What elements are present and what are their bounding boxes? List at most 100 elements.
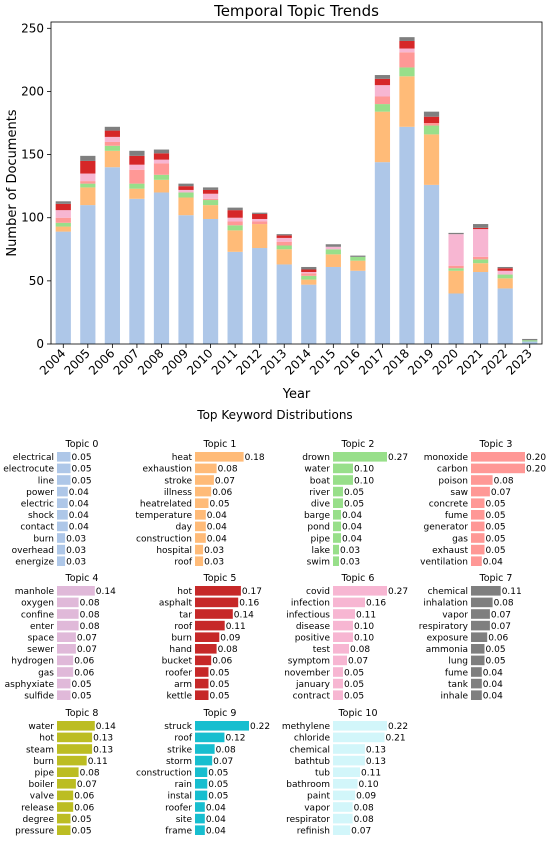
keyword-label: strike <box>167 745 192 755</box>
bar-segment-2009-s4 <box>178 189 194 193</box>
keyword-value: 0.04 <box>483 680 503 690</box>
keyword-bar <box>333 790 356 801</box>
keyword-label: lake <box>312 546 331 556</box>
keyword-bar <box>57 790 74 801</box>
keyword-value: 0.06 <box>74 668 94 678</box>
keyword-value: 0.08 <box>354 803 374 813</box>
bar-segment-2019-s3 <box>423 123 440 126</box>
bar-segment-2007-s5 <box>129 155 145 165</box>
keyword-label: tub <box>315 769 330 779</box>
keyword-value: 0.16 <box>239 599 259 609</box>
keyword-bar <box>333 475 353 485</box>
bar-segment-2019-s1 <box>423 134 440 185</box>
keyword-label: valve <box>30 792 55 802</box>
keyword-value: 0.04 <box>483 668 503 678</box>
bar-segment-2015-s2 <box>325 249 341 255</box>
bar-segment-2007-s2 <box>129 183 145 189</box>
keyword-bar <box>195 475 214 485</box>
keyword-bar <box>333 767 360 777</box>
keyword-value: 0.06 <box>488 634 508 644</box>
keyword-value: 0.05 <box>486 534 506 544</box>
keyword-label: line <box>38 476 55 486</box>
keyword-value: 0.03 <box>340 558 360 568</box>
keyword-label: overhead <box>12 546 54 556</box>
keyword-label: water <box>304 465 330 475</box>
panel-title: Topic 6 <box>341 573 375 584</box>
bar-segment-2020-s3 <box>448 265 464 269</box>
keyword-value: 0.08 <box>218 465 238 475</box>
keyword-value: 0.27 <box>388 587 408 597</box>
keyword-label: respirator <box>286 815 330 825</box>
keyword-value: 0.11 <box>356 610 376 620</box>
keyword-value: 0.10 <box>359 780 379 790</box>
bar-segment-2008-s5 <box>153 153 170 160</box>
keyword-value: 0.07 <box>348 657 368 667</box>
y-tick-label: 0 <box>36 337 44 351</box>
bar-segment-2011-s0 <box>227 251 243 344</box>
keyword-value: 0.08 <box>80 622 100 632</box>
keyword-value: 0.20 <box>526 453 546 463</box>
keyword-bar <box>471 521 485 532</box>
bar-segment-2011-s6 <box>227 207 243 211</box>
x-tick-label: 2015 <box>307 346 338 377</box>
x-tick-label: 2011 <box>209 346 240 377</box>
keyword-value: 0.13 <box>93 745 113 755</box>
keyword-label: inhale <box>441 692 469 702</box>
bar-segment-2009-s6 <box>178 183 194 187</box>
bar-segment-2017-s6 <box>374 75 391 79</box>
keyword-value: 0.11 <box>226 622 246 632</box>
bar-segment-2004-s0 <box>55 231 71 344</box>
keyword-value: 0.07 <box>491 610 511 620</box>
keyword-value: 0.05 <box>210 668 230 678</box>
keyword-bar <box>57 620 79 631</box>
keyword-bar <box>57 486 68 497</box>
keyword-label: pipe <box>311 534 331 544</box>
keyword-value: 0.07 <box>491 622 511 632</box>
keyword-bar <box>471 667 482 677</box>
keyword-label: water <box>28 722 54 732</box>
keyword-label: burn <box>171 634 192 644</box>
keyword-bar <box>471 510 485 520</box>
keyword-label: symptom <box>288 657 330 667</box>
bar-segment-2010-s3 <box>202 198 219 201</box>
keyword-bar <box>57 825 71 835</box>
bar-segment-2022-s2 <box>497 274 513 279</box>
keyword-value: 0.09 <box>356 792 376 802</box>
keyword-bar <box>333 586 387 596</box>
keyword-bar <box>195 678 209 689</box>
bar-segment-2014-s0 <box>301 284 317 344</box>
keyword-bar <box>57 597 79 608</box>
keyword-bar <box>57 732 93 743</box>
bar-segment-2008-s0 <box>153 192 170 344</box>
y-tick-label: 50 <box>29 274 44 288</box>
keyword-label: respiratory <box>419 622 469 632</box>
panel-title: Topic 9 <box>203 708 237 719</box>
keyword-bar <box>333 721 387 731</box>
bar-segment-2012-s5 <box>252 213 268 219</box>
keyword-value: 0.27 <box>388 453 408 463</box>
x-tick-label: 2009 <box>160 346 191 377</box>
keyword-value: 0.05 <box>486 523 506 533</box>
keyword-value: 0.05 <box>210 500 230 510</box>
keyword-value: 0.06 <box>212 488 232 498</box>
keyword-label: hospital <box>156 546 192 556</box>
keyword-label: ventilation <box>420 558 468 568</box>
bar-segment-2021-s0 <box>473 272 489 344</box>
keyword-label: heatrelated <box>140 500 192 510</box>
keyword-bar <box>333 597 365 608</box>
keyword-value: 0.06 <box>212 657 232 667</box>
keyword-value: 0.04 <box>69 500 89 510</box>
keyword-label: electric <box>21 500 54 510</box>
keyword-label: roofer <box>165 803 192 813</box>
keyword-label: exhaustion <box>142 465 192 475</box>
bar-segment-2013-s4 <box>276 237 292 242</box>
keyword-label: concrete <box>429 500 469 510</box>
keyword-label: heat <box>172 453 193 463</box>
keyword-label: disease <box>296 622 331 632</box>
keyword-label: tank <box>448 680 469 690</box>
keyword-bar <box>195 556 204 566</box>
bar-segment-2008-s6 <box>153 149 170 154</box>
keyword-bar <box>471 609 490 619</box>
keyword-bar <box>195 667 209 677</box>
keyword-bar <box>57 586 95 596</box>
